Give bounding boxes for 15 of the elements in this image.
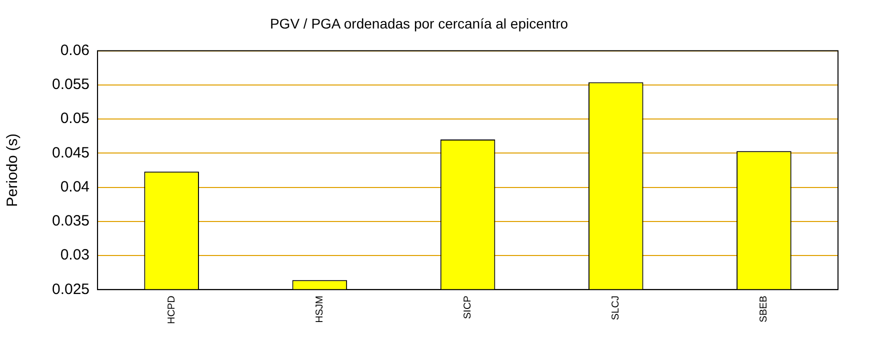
y-axis-title: Periodo (s): [4, 134, 22, 207]
y-tick-label: 0.03: [60, 246, 90, 264]
y-tick-label: 0.045: [52, 144, 90, 162]
chart-title: PGV / PGA ordenadas por cercanía al epicentro: [270, 15, 568, 32]
x-tick-label: HCPD: [166, 296, 178, 324]
x-tick-label: SBEB: [758, 295, 770, 322]
y-tick-label: 0.035: [52, 212, 90, 230]
y-tick-label: 0.025: [52, 280, 90, 298]
x-tick-label: SICP: [462, 295, 474, 320]
y-tick-label: 0.055: [52, 76, 90, 94]
x-tick-label: HSJM: [314, 296, 326, 323]
y-tick-label: 0.06: [60, 42, 90, 59]
x-tick-label: SLCJ: [610, 296, 622, 320]
y-tick-label: 0.04: [60, 178, 90, 196]
y-tick-label: 0.05: [60, 110, 90, 128]
